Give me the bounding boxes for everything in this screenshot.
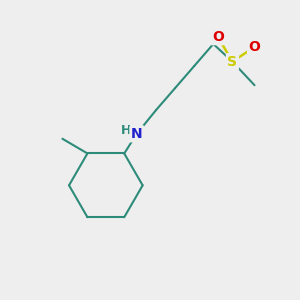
Text: O: O	[249, 40, 260, 54]
Text: H: H	[121, 124, 132, 137]
Text: N: N	[131, 127, 142, 141]
Text: O: O	[212, 30, 224, 44]
Text: S: S	[227, 55, 237, 69]
